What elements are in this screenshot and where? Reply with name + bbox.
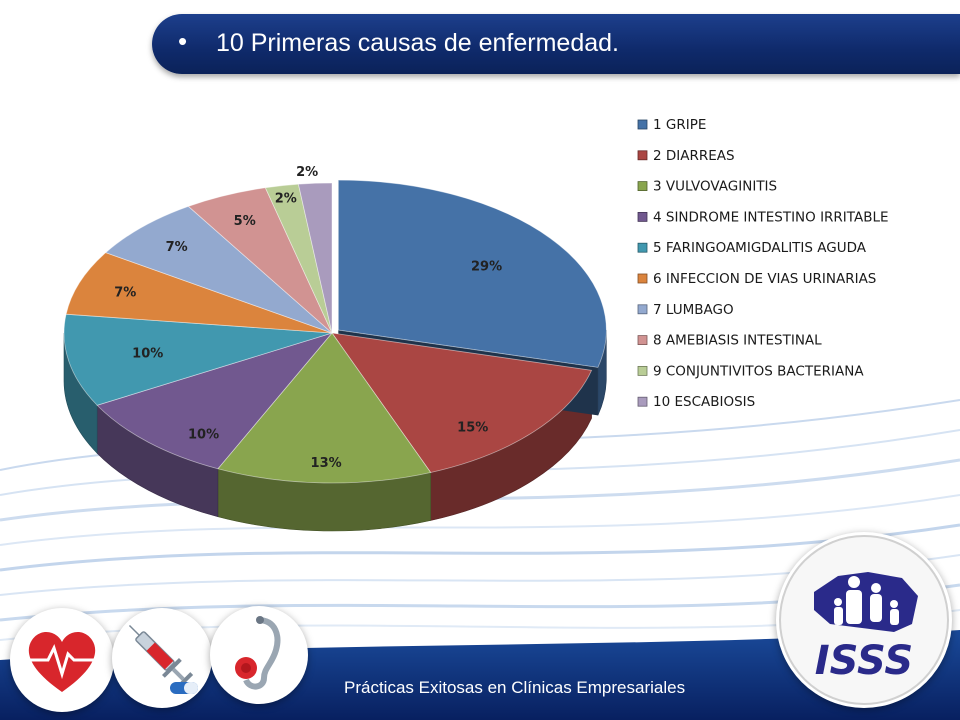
pie-slice-3 — [217, 332, 432, 484]
legend-label-3: 3 VULVOVAGINITIS — [653, 179, 777, 195]
syringe-icon-circle — [112, 608, 212, 708]
pie-data-label-6: 7% — [114, 285, 136, 300]
pie-data-labels: 29% 15% 13% 10% 10% 7% 7% 5% 2% 2% — [114, 165, 502, 471]
legend-label-10: 10 ESCABIOSIS — [653, 394, 755, 410]
legend-swatch-4 — [637, 211, 648, 222]
legend-swatch-2 — [637, 150, 648, 161]
legend-swatch-5 — [637, 242, 648, 253]
legend-label-9: 9 CONJUNTIVITOS BACTERIANA — [653, 363, 864, 379]
pie-data-label-3: 13% — [311, 456, 342, 471]
heart-icon-circle — [10, 608, 114, 712]
legend-label-7: 7 LUMBAGO — [653, 302, 734, 318]
isss-logo-circle: ISSS — [776, 532, 952, 708]
pie-slice-4 — [96, 332, 334, 470]
legend-swatch-3 — [637, 181, 648, 192]
pie-slice-2 — [331, 332, 593, 473]
pie-data-label-5: 10% — [132, 347, 163, 362]
legend-label-8: 8 AMEBIASIS INTESTINAL — [653, 333, 822, 349]
legend-swatch-6 — [637, 273, 648, 284]
legend-swatch-10 — [637, 396, 648, 407]
legend-swatch-9 — [637, 365, 648, 376]
pie-slice-10 — [297, 182, 333, 334]
heart-icon — [28, 631, 96, 692]
pie-tops — [63, 179, 607, 484]
title-bar: • 10 Primeras causas de enfermedad. — [152, 14, 960, 74]
pie-data-label-4: 10% — [188, 428, 219, 443]
pie-data-label-1: 29% — [471, 260, 502, 275]
pie-slice-6 — [65, 252, 333, 334]
legend-label-6: 6 INFECCION DE VIAS URINARIAS — [653, 271, 876, 287]
legend-swatch-8 — [637, 335, 648, 346]
pie-data-label-10: 2% — [296, 165, 318, 180]
pie-slice-1 — [337, 179, 607, 368]
pie-data-label-9: 2% — [275, 191, 297, 206]
legend-label-1: 1 GRIPE — [653, 117, 706, 133]
pie-slice-7 — [104, 205, 333, 334]
chart-legend: 1 GRIPE 2 DIARREAS 3 VULVOVAGINITIS 4 SINDR… — [637, 117, 889, 410]
pie-data-label-8: 5% — [234, 214, 256, 229]
footer-text: Prácticas Exitosas en Clínicas Empresari… — [344, 678, 686, 697]
pie-slice-5 — [63, 313, 333, 406]
slide-title: 10 Primeras causas de enfermedad. — [216, 29, 619, 57]
isss-logo: ISSS — [779, 535, 949, 705]
legend-label-4: 4 SINDROME INTESTINO IRRITABLE — [653, 209, 889, 225]
legend-swatch-7 — [637, 304, 648, 315]
isss-logo-text: ISSS — [815, 638, 913, 684]
title-bullet: • — [178, 26, 188, 56]
stethoscope-icon — [235, 616, 281, 690]
pie-data-label-7: 7% — [166, 240, 188, 255]
legend-label-5: 5 FARINGOAMIGDALITIS AGUDA — [653, 240, 867, 256]
legend-swatch-1 — [637, 119, 648, 130]
legend-label-2: 2 DIARREAS — [653, 148, 735, 164]
syringe-icon — [128, 624, 198, 694]
stethoscope-icon-circle — [210, 606, 308, 704]
pie-data-label-2: 15% — [457, 420, 488, 435]
